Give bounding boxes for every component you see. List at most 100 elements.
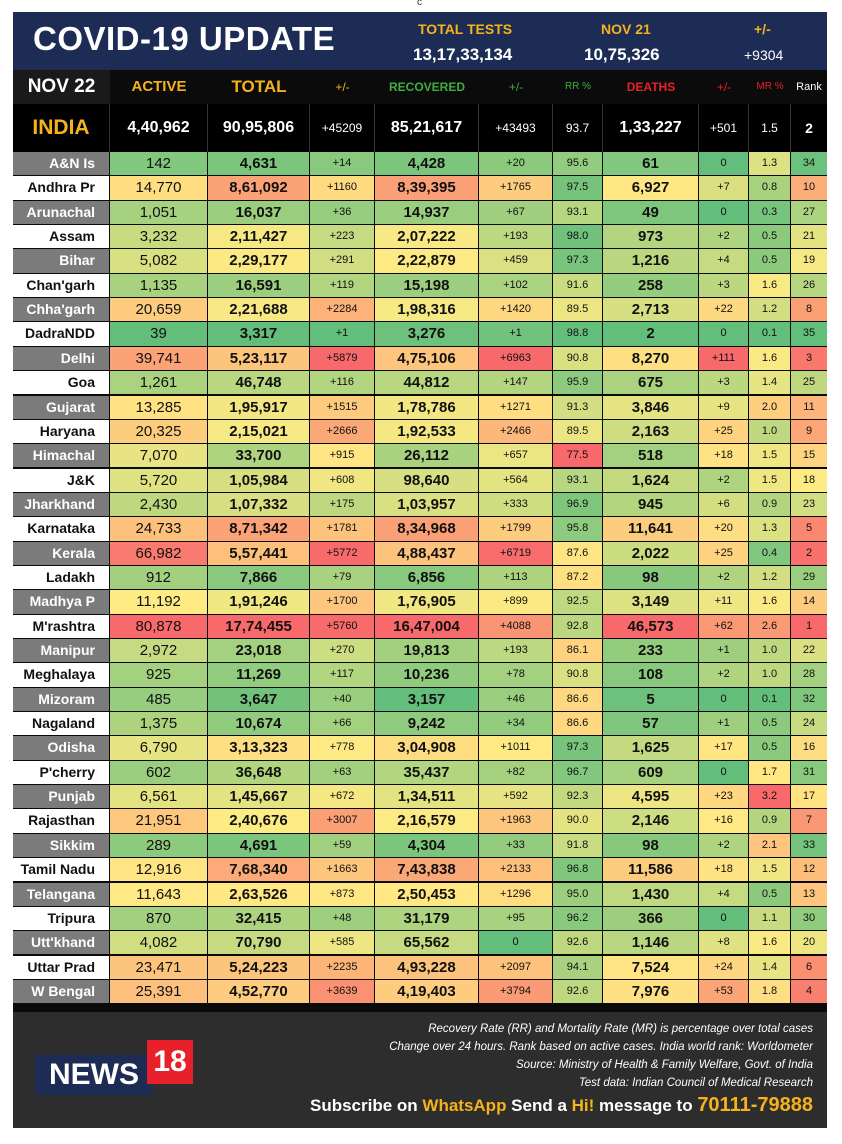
state-active-cell: 5,720 bbox=[110, 468, 208, 492]
state-deaths-cell: 675 bbox=[603, 371, 699, 395]
column-recovered: RECOVERED bbox=[388, 80, 465, 94]
state-name: Nagaland bbox=[13, 712, 110, 736]
state-active-cell: 2,972 bbox=[110, 639, 208, 663]
state-total-cell: 1,95,917 bbox=[208, 395, 310, 419]
state-rank-cell: 1 bbox=[791, 614, 827, 638]
state-rc-cell: +1011 bbox=[479, 736, 553, 760]
state-rr-cell: 91.6 bbox=[553, 273, 603, 298]
state-row: Gujarat 13,285 1,95,917 +1515 1,78,786 +1271 9… bbox=[13, 395, 827, 420]
state-rec-cell: 7,43,838 bbox=[375, 858, 479, 882]
state-rank-cell: 15 bbox=[791, 444, 827, 468]
state-rec-cell: 19,813 bbox=[375, 639, 479, 663]
state-dc-cell: 0 bbox=[699, 760, 749, 785]
subscribe-mid: Send a bbox=[506, 1096, 572, 1115]
state-rec-cell: 4,75,106 bbox=[375, 346, 479, 371]
state-rc-cell: +2097 bbox=[479, 955, 553, 979]
state-name: Ladakh bbox=[13, 565, 110, 590]
state-name: Chan'garh bbox=[13, 273, 110, 298]
state-row: Karnataka 24,733 8,71,342 +1781 8,34,968 +179… bbox=[13, 517, 827, 541]
state-dc-cell: +3 bbox=[699, 273, 749, 298]
state-rec-cell: 2,50,453 bbox=[375, 882, 479, 906]
state-row: Manipur 2,972 23,018 +270 19,813 +193 86.1 233 +… bbox=[13, 639, 827, 663]
state-rec-cell: 1,92,533 bbox=[375, 419, 479, 444]
india-total: 90,95,806 bbox=[208, 104, 310, 152]
state-name: Tamil Nadu bbox=[13, 858, 110, 882]
state-rank-cell: 11 bbox=[791, 395, 827, 419]
hi-label: Hi! bbox=[571, 1096, 595, 1115]
state-total-cell: 16,591 bbox=[208, 273, 310, 298]
state-rec-cell: 4,19,403 bbox=[375, 979, 479, 1004]
state-deaths-cell: 2,163 bbox=[603, 419, 699, 444]
state-mr-cell: 1.0 bbox=[749, 419, 791, 444]
state-active-cell: 23,471 bbox=[110, 955, 208, 979]
state-rr-cell: 91.3 bbox=[553, 395, 603, 419]
state-name: Uttar Prad bbox=[13, 955, 110, 979]
column-active: ACTIVE bbox=[131, 78, 187, 95]
state-deaths-cell: 2,713 bbox=[603, 298, 699, 322]
state-row: Sikkim 289 4,691 +59 4,304 +33 91.8 98 +2 2.1 33 bbox=[13, 833, 827, 858]
state-row: Bihar 5,082 2,29,177 +291 2,22,879 +459 97.3 1,… bbox=[13, 249, 827, 273]
state-tc-cell: +3639 bbox=[310, 979, 375, 1004]
state-dc-cell: +2 bbox=[699, 468, 749, 492]
india-total-row: INDIA 4,40,962 90,95,806 +45209 85,21,61… bbox=[13, 104, 827, 152]
state-mr-cell: 0.8 bbox=[749, 176, 791, 200]
state-deaths-cell: 11,641 bbox=[603, 517, 699, 541]
india-total-change: +45209 bbox=[310, 104, 375, 152]
state-rank-cell: 10 bbox=[791, 176, 827, 200]
state-mr-cell: 0.5 bbox=[749, 712, 791, 736]
state-rc-cell: +592 bbox=[479, 785, 553, 809]
state-rank-cell: 18 bbox=[791, 468, 827, 492]
state-rank-cell: 24 bbox=[791, 712, 827, 736]
column-deaths-change: +/- bbox=[716, 80, 732, 94]
state-total-cell: 2,11,427 bbox=[208, 225, 310, 249]
state-active-cell: 14,770 bbox=[110, 176, 208, 200]
state-deaths-cell: 2,022 bbox=[603, 541, 699, 565]
state-tc-cell: +48 bbox=[310, 906, 375, 931]
state-total-cell: 7,866 bbox=[208, 565, 310, 590]
state-mr-cell: 1.3 bbox=[749, 152, 791, 176]
state-row: Kerala 66,982 5,57,441 +5772 4,88,437 +6719 87… bbox=[13, 541, 827, 566]
state-rec-cell: 31,179 bbox=[375, 906, 479, 931]
state-mr-cell: 2.6 bbox=[749, 614, 791, 638]
logo-news-text: NEWS bbox=[35, 1055, 153, 1095]
state-rank-cell: 7 bbox=[791, 809, 827, 833]
state-rank-cell: 20 bbox=[791, 931, 827, 955]
state-rank-cell: 14 bbox=[791, 590, 827, 614]
state-dc-cell: +25 bbox=[699, 541, 749, 565]
state-tc-cell: +66 bbox=[310, 712, 375, 736]
state-active-cell: 6,561 bbox=[110, 785, 208, 809]
state-dc-cell: +4 bbox=[699, 249, 749, 273]
state-row: Himachal 7,070 33,700 +915 26,112 +657 77.5 518… bbox=[13, 444, 827, 468]
state-total-cell: 1,45,667 bbox=[208, 785, 310, 809]
state-mr-cell: 1.0 bbox=[749, 639, 791, 663]
state-rank-cell: 34 bbox=[791, 152, 827, 176]
state-rec-cell: 4,93,228 bbox=[375, 955, 479, 979]
state-total-cell: 8,71,342 bbox=[208, 517, 310, 541]
state-name: A&N Is bbox=[13, 152, 110, 176]
state-rr-cell: 87.6 bbox=[553, 541, 603, 565]
state-rank-cell: 21 bbox=[791, 225, 827, 249]
state-active-cell: 13,285 bbox=[110, 395, 208, 419]
state-rr-cell: 86.1 bbox=[553, 639, 603, 663]
column-total: TOTAL bbox=[231, 77, 287, 96]
state-row: Arunachal 1,051 16,037 +36 14,937 +67 93.1 49 0 0… bbox=[13, 200, 827, 225]
state-rank-cell: 19 bbox=[791, 249, 827, 273]
state-mr-cell: 1.5 bbox=[749, 468, 791, 492]
state-row: Haryana 20,325 2,15,021 +2666 1,92,533 +2466 8… bbox=[13, 419, 827, 444]
state-tc-cell: +585 bbox=[310, 931, 375, 955]
state-dc-cell: +25 bbox=[699, 419, 749, 444]
state-deaths-cell: 1,430 bbox=[603, 882, 699, 906]
state-rc-cell: 0 bbox=[479, 931, 553, 955]
state-row: Mizoram 485 3,647 +40 3,157 +46 86.6 5 0 0.1 32 bbox=[13, 687, 827, 712]
state-total-cell: 5,57,441 bbox=[208, 541, 310, 565]
state-rr-cell: 96.9 bbox=[553, 492, 603, 517]
state-rr-cell: 92.8 bbox=[553, 614, 603, 638]
footer-notes: Recovery Rate (RR) and Mortality Rate (M… bbox=[389, 1020, 813, 1092]
state-rc-cell: +193 bbox=[479, 225, 553, 249]
state-row: Rajasthan 21,951 2,40,676 +3007 2,16,579 +196… bbox=[13, 809, 827, 833]
state-mr-cell: 2.0 bbox=[749, 395, 791, 419]
india-rank: 2 bbox=[805, 120, 813, 136]
state-deaths-cell: 1,624 bbox=[603, 468, 699, 492]
footer: Recovery Rate (RR) and Mortality Rate (M… bbox=[13, 1012, 827, 1128]
state-rank-cell: 9 bbox=[791, 419, 827, 444]
